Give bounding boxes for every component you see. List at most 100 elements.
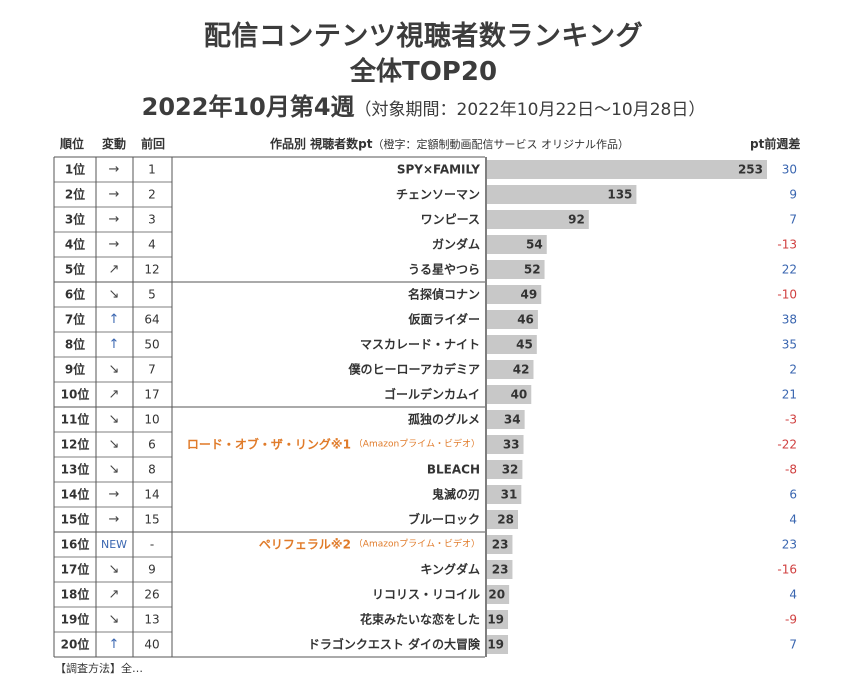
prev-rank-cell: 8 (148, 463, 156, 477)
series-label: 名探偵コナン (408, 287, 480, 302)
prev-rank-cell: 17 (144, 388, 159, 402)
diff-label: 9 (789, 188, 797, 202)
bar-value-label: 135 (607, 188, 632, 202)
change-cell: ↘ (109, 362, 120, 377)
diff-label: 21 (782, 388, 797, 402)
series-label: ロード・オブ・ザ・リング※1 （Amazonプライム・ビデオ） (187, 437, 480, 452)
series-label: 孤独のグルメ (408, 412, 480, 427)
bar-value-label: 32 (502, 463, 519, 477)
rank-cell: 11位 (61, 412, 90, 427)
change-cell: ↘ (109, 562, 120, 577)
bar (487, 335, 537, 354)
prev-rank-cell: 6 (148, 438, 156, 452)
rank-cell: 19位 (61, 612, 90, 627)
bar (487, 185, 637, 204)
header-prev: 前回 (141, 137, 166, 151)
series-label: ペリフェラル※2 （Amazonプライム・ビデオ） (259, 538, 480, 552)
change-cell: ↘ (109, 612, 120, 627)
bar-value-label: 49 (521, 288, 538, 302)
prev-rank-cell: 14 (144, 488, 159, 502)
bar (487, 260, 545, 279)
bar-value-label: 34 (504, 413, 521, 427)
period-week: 2022年10月第4週 (141, 93, 355, 121)
rank-cell: 10位 (61, 387, 90, 402)
rank-cell: 3位 (65, 212, 85, 227)
rank-cell: 20位 (61, 637, 90, 652)
rank-cell: 5位 (65, 262, 85, 277)
diff-label: 23 (782, 538, 797, 552)
diff-label: 35 (782, 338, 797, 352)
bar-value-label: 52 (524, 263, 541, 277)
diff-label: -8 (785, 463, 797, 477)
change-cell: → (109, 487, 120, 502)
bar (487, 360, 534, 379)
bar-value-label: 19 (487, 638, 504, 652)
bar-value-label: 46 (517, 313, 534, 327)
prev-rank-cell: 50 (144, 338, 159, 352)
prev-rank-cell: 1 (148, 163, 156, 177)
diff-label: 22 (782, 263, 797, 277)
change-cell: ↑ (109, 312, 120, 327)
chart-title: 配信コンテンツ視聴者数ランキング (203, 21, 644, 52)
series-label: キングダム (420, 562, 480, 577)
rank-cell: 16位 (61, 537, 90, 552)
diff-label: -10 (777, 288, 797, 302)
bar (487, 310, 538, 329)
series-label: ゴールデンカムイ (384, 387, 480, 402)
series-label: ガンダム (432, 237, 480, 252)
rank-cell: 6位 (65, 287, 85, 302)
prev-rank-cell: 15 (144, 513, 159, 527)
diff-label: 7 (789, 213, 797, 227)
diff-label: 4 (789, 588, 797, 602)
change-cell: → (109, 237, 120, 252)
bar-value-label: 45 (516, 338, 533, 352)
prev-rank-cell: - (150, 538, 154, 552)
bar (487, 485, 522, 504)
chart-subtitle: 全体TOP20 (349, 57, 498, 87)
bar (487, 560, 513, 579)
change-cell: → (109, 512, 120, 527)
diff-label: 38 (782, 313, 797, 327)
rank-cell: 13位 (61, 462, 90, 477)
bar (487, 535, 513, 554)
change-cell: ↘ (109, 437, 120, 452)
bar (487, 460, 523, 479)
diff-label: -9 (785, 613, 797, 627)
bar-value-label: 42 (513, 363, 530, 377)
footer-note: 【調査方法】全… (55, 662, 143, 675)
prev-rank-cell: 64 (144, 313, 159, 327)
series-label: うる星やつら (408, 263, 480, 277)
rank-cell: 14位 (61, 487, 90, 502)
bar-value-label: 253 (738, 163, 763, 177)
prev-rank-cell: 10 (144, 413, 159, 427)
diff-label: -3 (785, 413, 797, 427)
bar-value-label: 92 (568, 213, 585, 227)
bar-value-label: 31 (501, 488, 518, 502)
bar (487, 510, 518, 529)
series-label: チェンソーマン (396, 188, 480, 202)
series-label: 僕のヒーローアカデミア (347, 362, 480, 377)
prev-rank-cell: 40 (144, 638, 159, 652)
change-cell: ↗ (109, 587, 120, 602)
bar (487, 285, 542, 304)
series-label: リコリス・リコイル (372, 588, 480, 602)
series-label: ドラゴンクエスト ダイの大冒険 (308, 637, 481, 652)
change-cell: ↘ (109, 287, 120, 302)
header-title: 作品別 視聴者数pt（橙字：定額制動画配信サービス オリジナル作品） (270, 135, 629, 152)
series-label: BLEACH (427, 463, 480, 477)
chart-period: 2022年10月第4週（対象期間：2022年10月22日～10月28日） (0, 87, 847, 122)
rank-cell: 4位 (65, 237, 85, 252)
change-cell: → (109, 162, 120, 177)
change-cell: → (109, 212, 120, 227)
bar (487, 635, 509, 654)
header-change: 変動 (102, 137, 127, 151)
bar-value-label: 28 (497, 513, 514, 527)
bar (487, 210, 589, 229)
rank-cell: 9位 (65, 362, 85, 377)
bar-value-label: 23 (492, 538, 509, 552)
period-range: （対象期間：2022年10月22日～10月28日） (354, 100, 706, 120)
diff-label: -22 (777, 438, 797, 452)
prev-rank-cell: 2 (148, 188, 156, 202)
diff-label: 2 (789, 363, 797, 377)
